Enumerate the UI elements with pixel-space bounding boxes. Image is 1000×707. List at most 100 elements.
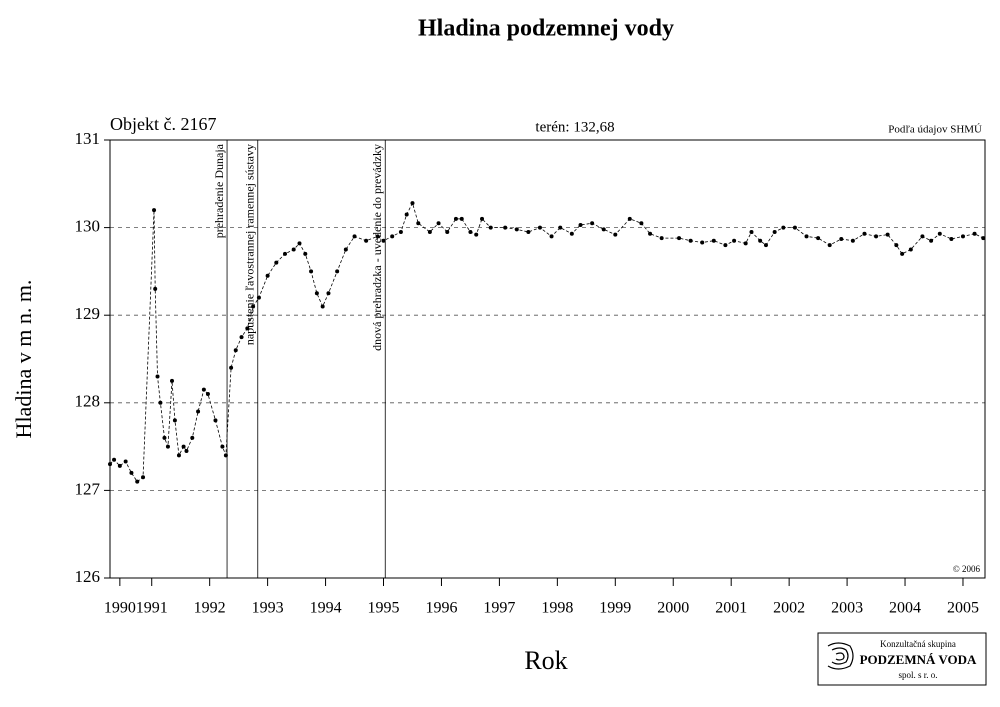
data-point xyxy=(639,221,644,226)
data-point xyxy=(381,238,386,243)
data-point xyxy=(711,238,716,243)
logo-icon xyxy=(827,642,854,670)
data-point xyxy=(569,231,574,236)
data-point xyxy=(468,229,473,234)
data-point xyxy=(503,225,508,230)
x-tick-label: 2005 xyxy=(947,600,979,617)
data-point xyxy=(190,435,195,440)
data-point xyxy=(850,238,855,243)
x-tick-label: 2003 xyxy=(831,600,863,617)
data-point xyxy=(436,221,441,226)
data-point xyxy=(816,236,821,241)
event-label: napustenie ľavostrannej ramennej sústavy xyxy=(243,144,257,345)
data-point xyxy=(320,304,325,309)
y-tick-label: 129 xyxy=(75,304,101,323)
data-point xyxy=(162,435,167,440)
data-point xyxy=(398,229,403,234)
data-point xyxy=(488,225,493,230)
y-tick-label: 128 xyxy=(75,392,101,411)
data-point xyxy=(303,251,308,256)
data-point xyxy=(981,236,986,241)
data-point xyxy=(404,212,409,217)
data-point xyxy=(375,234,380,239)
terrain: terén: 132,68 xyxy=(535,119,614,135)
data-point xyxy=(526,229,531,234)
data-point xyxy=(291,247,296,252)
x-axis-label: Rok xyxy=(524,646,567,675)
data-point xyxy=(648,231,653,236)
data-point xyxy=(364,238,369,243)
data-point xyxy=(239,335,244,340)
data-point xyxy=(937,231,942,236)
data-point xyxy=(578,222,583,227)
data-point xyxy=(732,238,737,243)
x-tick-label: 1996 xyxy=(425,600,457,617)
data-point xyxy=(265,273,270,278)
data-point xyxy=(256,295,261,300)
data-point xyxy=(170,378,175,383)
data-point xyxy=(908,247,913,252)
data-point xyxy=(220,444,225,449)
x-tick-label: 1997 xyxy=(483,600,515,617)
data-point xyxy=(155,374,160,379)
data-point xyxy=(929,238,934,243)
data-point xyxy=(223,453,228,458)
logo: Konzultačná skupina PODZEMNÁ VODA spol. … xyxy=(817,632,987,686)
data-point xyxy=(677,236,682,241)
data-point xyxy=(601,227,606,232)
data-point xyxy=(459,216,464,221)
x-tick-label: 1991 xyxy=(136,600,168,617)
data-point xyxy=(772,229,777,234)
data-point xyxy=(862,231,867,236)
data-point xyxy=(352,234,357,239)
x-tick-label: 2002 xyxy=(773,600,805,617)
event-label: dnová prehradzka - uvedenie do prevádzky xyxy=(370,144,384,351)
data-point xyxy=(233,348,238,353)
data-point xyxy=(172,418,177,423)
data-point xyxy=(514,227,519,232)
data-point xyxy=(152,208,157,213)
data-point xyxy=(427,229,432,234)
data-point xyxy=(129,470,134,475)
data-point xyxy=(627,216,632,221)
data-point xyxy=(326,291,331,296)
data-point xyxy=(659,236,664,241)
x-tick-label: 2001 xyxy=(715,600,747,617)
data-point xyxy=(894,243,899,248)
data-point xyxy=(700,240,705,245)
data-point xyxy=(781,225,786,230)
x-tick-label: 1994 xyxy=(310,600,342,617)
data-point xyxy=(274,260,279,265)
data-point xyxy=(749,229,754,234)
data-point xyxy=(108,462,112,467)
y-tick-label: 126 xyxy=(75,567,101,586)
data-point xyxy=(135,479,140,484)
y-tick-label: 127 xyxy=(75,479,101,498)
data-point xyxy=(480,216,485,221)
data-point xyxy=(141,475,146,480)
data-point xyxy=(743,241,748,246)
data-point xyxy=(309,269,314,274)
data-point xyxy=(390,234,395,239)
data-point xyxy=(123,459,128,464)
data-point xyxy=(343,247,348,252)
data-point xyxy=(165,444,170,449)
data-point xyxy=(158,400,163,405)
chart-title: Hladina podzemnej vody xyxy=(418,16,674,42)
data-point xyxy=(297,241,302,246)
data-point xyxy=(827,243,832,248)
logo-line: PODZEMNÁ VODA xyxy=(860,652,977,667)
data-point xyxy=(874,234,879,239)
y-axis-label: Hladina v m n. m. xyxy=(11,280,36,439)
data-point xyxy=(558,225,563,230)
data-point xyxy=(112,457,117,462)
data-point xyxy=(885,232,890,237)
logo-line: spol. s r. o. xyxy=(898,670,937,680)
data-point xyxy=(763,243,768,248)
y-tick-label: 130 xyxy=(75,217,101,236)
x-tick-label: 1999 xyxy=(599,600,631,617)
data-point xyxy=(960,234,965,239)
data-point xyxy=(410,201,415,206)
x-tick-label: 2000 xyxy=(657,600,689,617)
